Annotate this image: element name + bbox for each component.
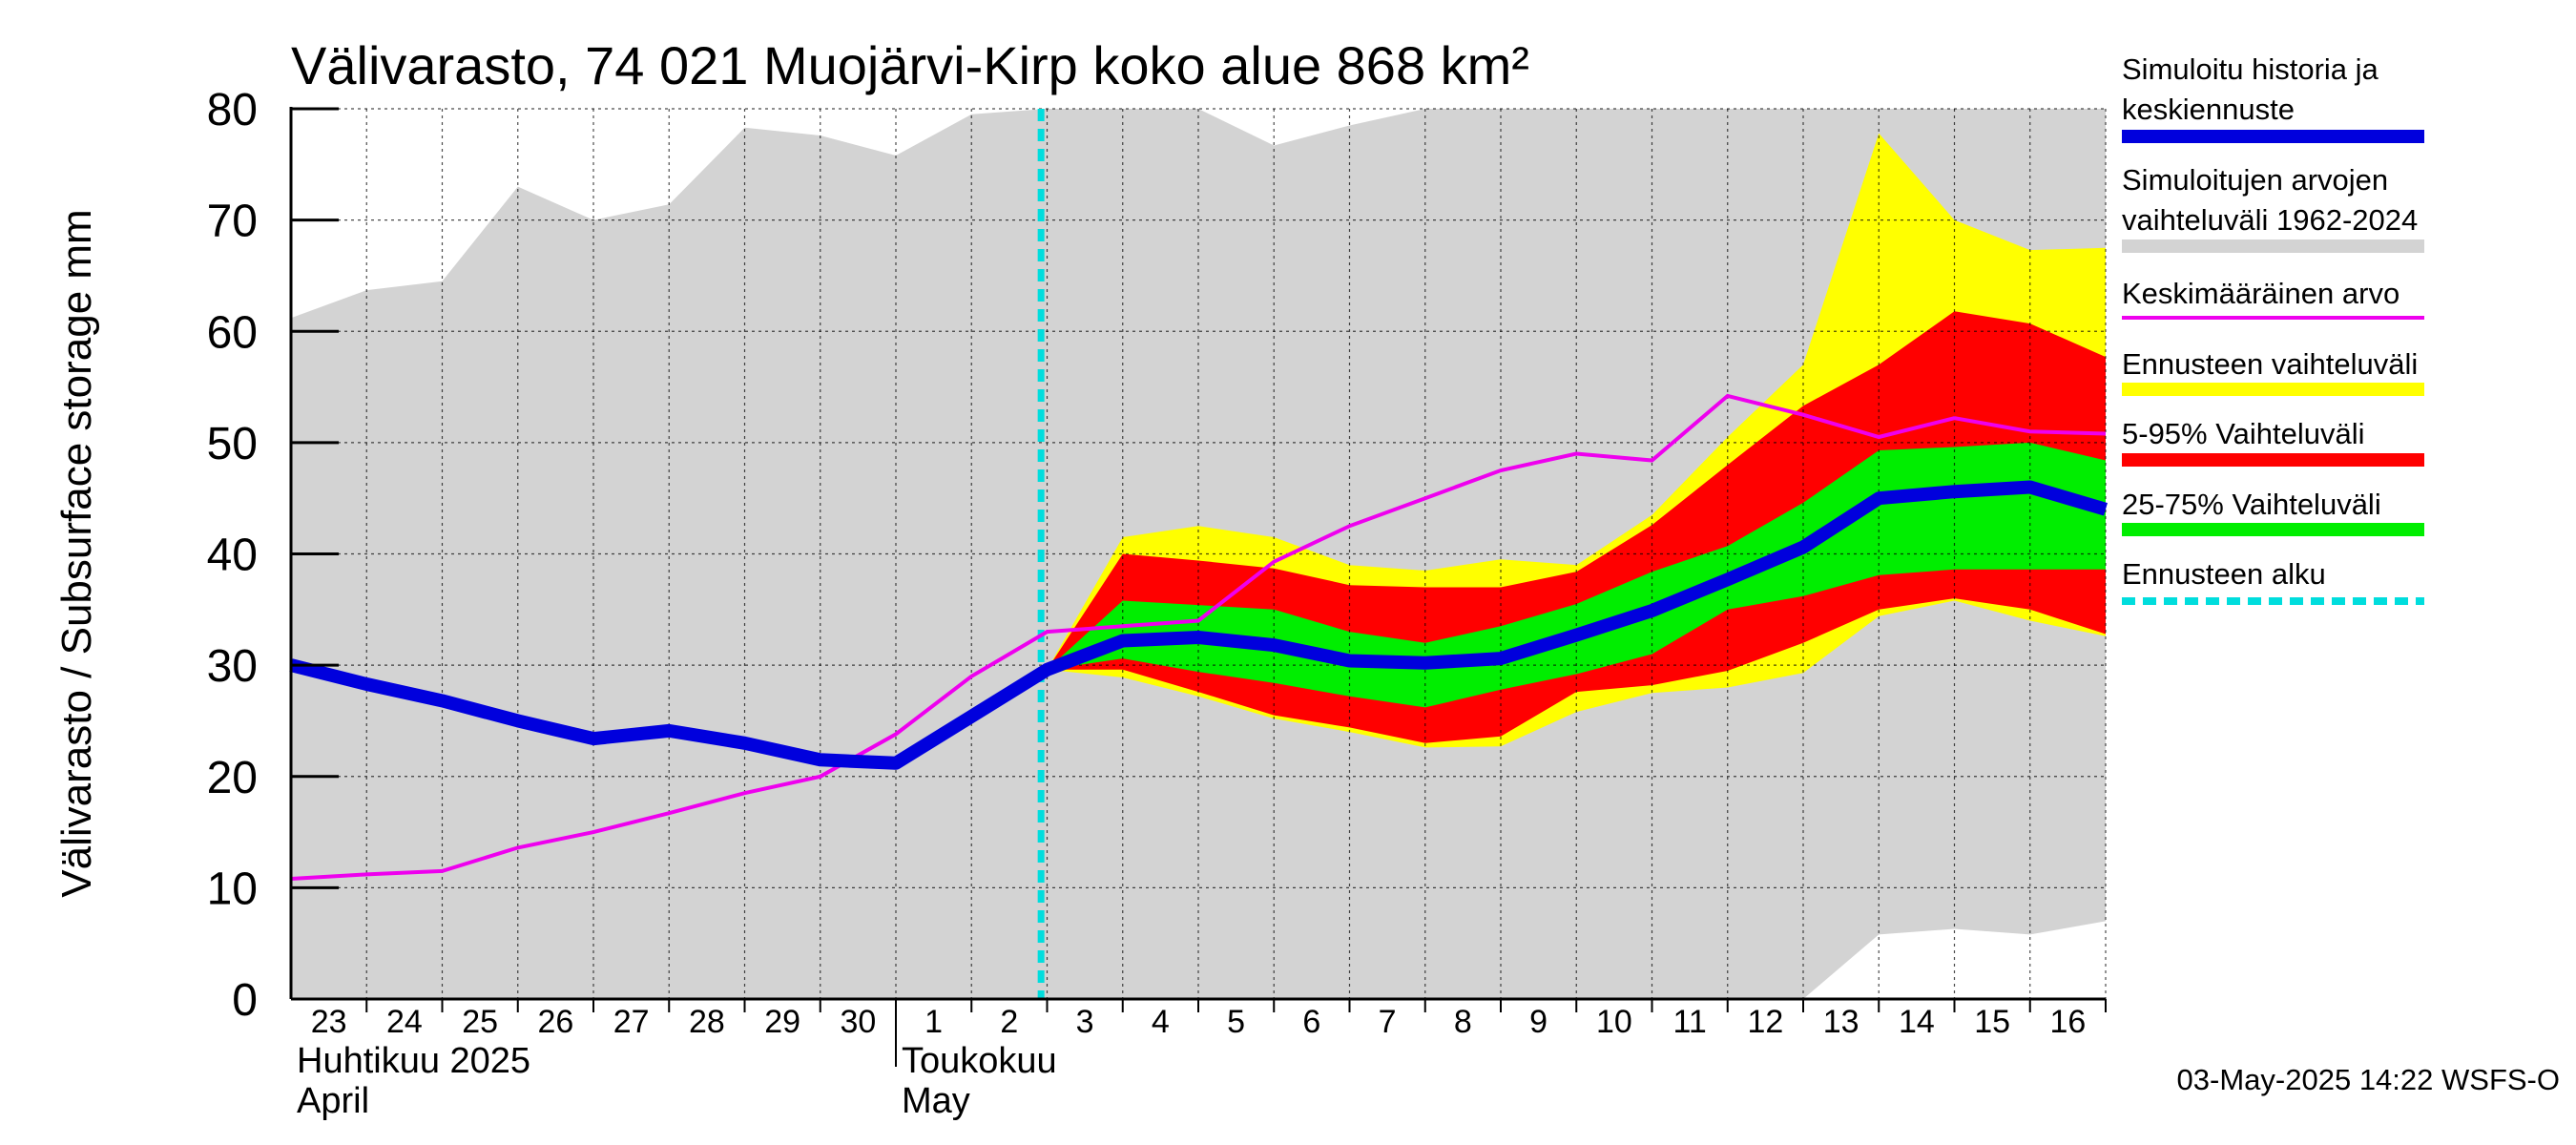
history-line (289, 480, 2108, 770)
x-tick-label: 8 (1454, 1004, 1472, 1040)
x-tick-label: 25 (462, 1004, 498, 1040)
x-tick-label: 2 (1000, 1004, 1018, 1040)
x-tick-label: 29 (764, 1004, 800, 1040)
grid-layer (291, 108, 2107, 999)
legend-label-band_5_95: 5-95% Vaihteluväli (2122, 417, 2364, 450)
y-tick-label: 80 (207, 85, 258, 135)
month-label-en: April (297, 1081, 369, 1121)
y-tick-label: 50 (207, 419, 258, 469)
x-tick-label: 7 (1379, 1004, 1397, 1040)
month-label: Huhtikuu 2025 (297, 1041, 530, 1081)
x-tick-label: 14 (1899, 1004, 1935, 1040)
x-tick-label: 3 (1076, 1004, 1094, 1040)
x-tick-label: 26 (537, 1004, 573, 1040)
x-tick-label: 23 (311, 1004, 347, 1040)
x-tick-label: 1 (924, 1004, 943, 1040)
y-tick-label: 30 (207, 641, 258, 692)
timestamp: 03-May-2025 14:22 WSFS-O (2177, 1063, 2560, 1096)
x-tick-label: 13 (1823, 1004, 1859, 1040)
chart-title: Välivarasto, 74 021 Muojärvi-Kirp koko a… (291, 35, 1529, 95)
x-tick-label: 15 (1974, 1004, 2010, 1040)
y-tick-label: 10 (207, 864, 258, 914)
y-tick-label: 40 (207, 531, 258, 581)
y-tick-label: 70 (207, 197, 258, 247)
legend-label-forecast_range: Ennusteen vaihteluväli (2122, 347, 2418, 381)
x-tick-label: 4 (1152, 1004, 1170, 1040)
legend-label-forecast_start: Ennusteen alku (2122, 557, 2326, 591)
legend-label-band_25_75: 25-75% Vaihteluväli (2122, 488, 2381, 521)
x-tick-label: 28 (689, 1004, 725, 1040)
lines-layer (289, 109, 2108, 999)
x-tick-label: 10 (1596, 1004, 1632, 1040)
legend-label-mean: Keskimääräinen arvo (2122, 277, 2399, 310)
legend: Simuloitu historia ja keskiennuste Simuloi… (2122, 52, 2424, 605)
x-tick-label: 5 (1227, 1004, 1245, 1040)
y-axis-label: Välivarasto / Subsurface storage mm (53, 209, 100, 897)
x-tick-label: 16 (2049, 1004, 2086, 1040)
x-tick-label: 27 (613, 1004, 650, 1040)
x-tick-label: 9 (1529, 1004, 1548, 1040)
legend-label-range_all: Simuloitujen arvojen (2122, 163, 2388, 197)
y-tick-label: 20 (207, 753, 258, 803)
x-tick-label: 11 (1672, 1004, 1706, 1040)
bands-layer (291, 109, 2106, 999)
legend-label-range_all: vaihteluväli 1962-2024 (2122, 203, 2418, 237)
month-label: Toukokuu (902, 1041, 1057, 1081)
x-tick-label: 30 (840, 1004, 876, 1040)
month-label-en: May (902, 1081, 970, 1121)
x-tick-label: 12 (1747, 1004, 1783, 1040)
legend-label-history: keskiennuste (2122, 93, 2295, 126)
y-tick-label: 60 (207, 307, 258, 358)
legend-label-history: Simuloitu historia ja (2122, 52, 2379, 86)
x-tick-label: 24 (386, 1004, 423, 1040)
x-tick-label: 6 (1302, 1004, 1320, 1040)
y-tick-label: 0 (232, 975, 258, 1026)
mean-line (290, 393, 2107, 881)
band-25-75 (1047, 442, 2106, 708)
